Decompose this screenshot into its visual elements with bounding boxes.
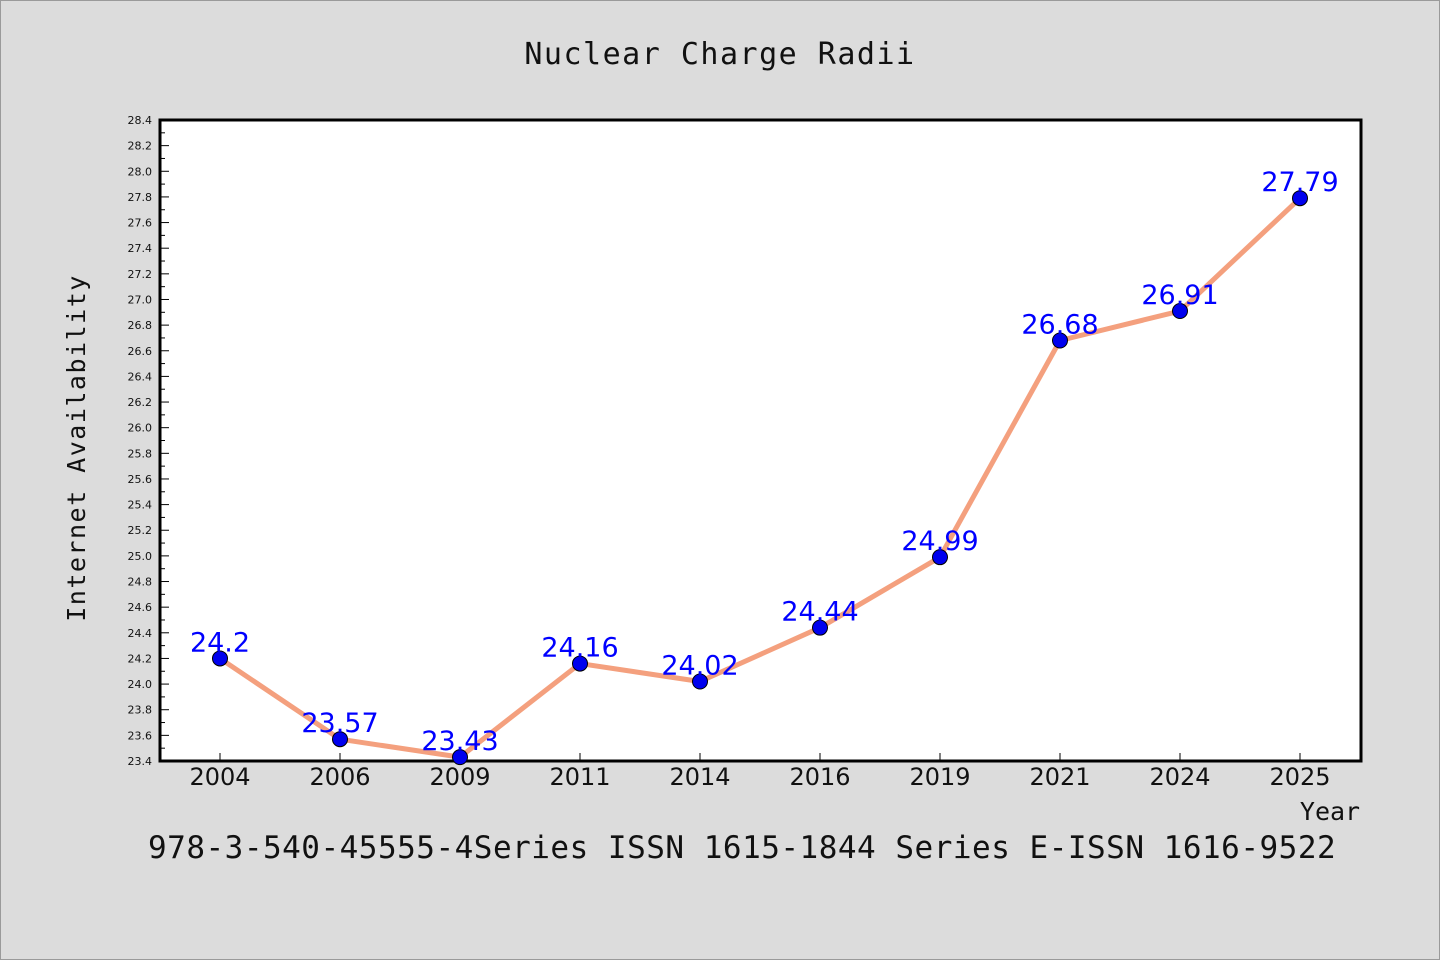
y-tick-label: 24.2: [128, 652, 153, 665]
isbn-footer: 978-3-540-45555-4Series ISSN 1615-1844 S…: [148, 830, 1337, 866]
data-label: 24.99: [901, 526, 978, 557]
y-tick-label: 27.4: [128, 242, 153, 255]
x-tick-label: 2021: [1029, 763, 1090, 791]
x-axis-title: Year: [1300, 797, 1360, 826]
x-tick-label: 2004: [189, 763, 250, 791]
y-tick-label: 27.8: [128, 191, 153, 204]
data-label: 23.57: [301, 708, 378, 739]
y-tick-label: 26.6: [128, 345, 153, 358]
data-point-marker: [1052, 332, 1068, 349]
y-axis: 23.4 23.6 23.8 24.0 24.2 24.4 24.6 24.8 25.0 25.2…: [128, 114, 169, 768]
marker-group: [212, 190, 1308, 766]
data-point-marker: [1172, 303, 1188, 320]
y-tick-label: 24.0: [128, 678, 153, 691]
data-label: 24.2: [190, 627, 250, 658]
data-point-marker: [1292, 190, 1308, 207]
series-line: [217, 195, 1303, 760]
data-point-marker: [452, 749, 468, 766]
y-tick-label: 28.4: [128, 114, 153, 127]
data-label-group: 24.2 23.57 23.43 24.16 24.02 24.44 24.99 26.68 2…: [190, 167, 1339, 757]
y-tick-label: 24.4: [128, 627, 153, 640]
x-tick-label: 2016: [789, 763, 850, 791]
data-label: 24.44: [781, 597, 858, 628]
y-tick-label: 23.6: [128, 729, 153, 742]
y-tick-label: 28.0: [128, 165, 153, 178]
y-tick-label: 25.6: [128, 473, 153, 486]
x-tick-label: 2014: [669, 763, 730, 791]
y-tick-label: 25.2: [128, 524, 153, 537]
data-point-marker: [692, 673, 708, 690]
x-axis: 2004 2006 2009 2011 2014 2016 2019 2021 2024 2025: [189, 753, 1331, 791]
y-tick-label: 25.4: [128, 499, 153, 512]
series-line-group: [217, 195, 1303, 760]
y-tick-label: 27.2: [128, 268, 153, 281]
data-label: 27.79: [1261, 167, 1338, 198]
y-tick-label: 24.8: [128, 576, 153, 589]
y-axis-title: Internet Availability: [62, 274, 91, 622]
y-tick-label: 26.2: [128, 396, 153, 409]
data-point-marker: [812, 619, 828, 636]
x-tick-label: 2025: [1269, 763, 1330, 791]
chart-title: Nuclear Charge Radii: [524, 37, 915, 72]
y-tick-label: 26.8: [128, 319, 153, 332]
x-tick-label: 2011: [549, 763, 610, 791]
y-tick-label: 25.8: [128, 447, 153, 460]
data-label: 24.02: [661, 651, 738, 682]
data-point-marker: [572, 655, 588, 672]
y-tick-label: 27.0: [128, 293, 153, 306]
y-tick-label: 23.4: [128, 755, 153, 768]
data-label: 23.43: [421, 726, 498, 757]
plot-area: [158, 118, 1363, 763]
y-tick-label: 23.8: [128, 704, 153, 717]
y-tick-label: 27.6: [128, 217, 153, 230]
x-tick-label: 2024: [1149, 763, 1210, 791]
x-tick-label: 2006: [309, 763, 370, 791]
y-tick-label: 26.4: [128, 370, 153, 383]
data-point-marker: [212, 650, 228, 667]
y-tick-label: 26.0: [128, 422, 153, 435]
data-point-marker: [332, 731, 348, 748]
y-tick-label: 24.6: [128, 601, 153, 614]
y-tick-label: 28.2: [128, 140, 153, 153]
x-tick-label: 2019: [909, 763, 970, 791]
data-label: 26.91: [1141, 280, 1218, 311]
data-label: 24.16: [541, 633, 618, 664]
y-tick-label: 25.0: [128, 550, 153, 563]
data-label: 26.68: [1021, 310, 1098, 341]
data-point-marker: [932, 549, 948, 566]
x-tick-label: 2009: [429, 763, 490, 791]
